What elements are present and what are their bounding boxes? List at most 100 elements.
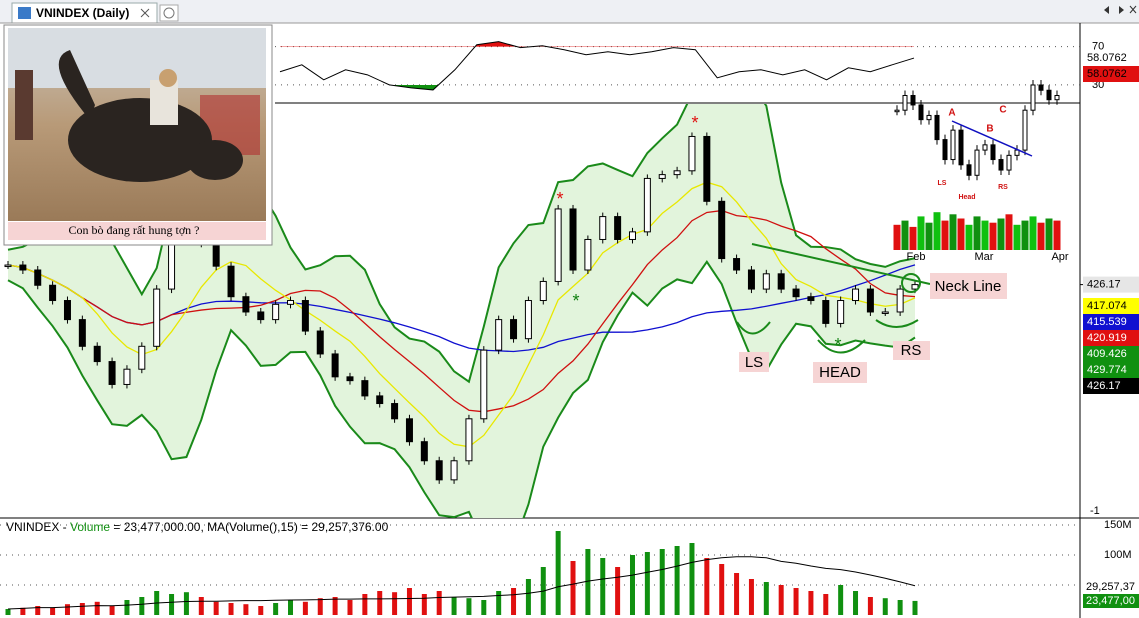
window-close[interactable] [1129,5,1137,14]
volume-bar [644,552,650,615]
candle [614,216,622,240]
ls-label: LS [745,354,763,371]
markers: * * * * [556,113,841,355]
y-tick-label: 70 [1092,41,1104,53]
candle [78,319,86,347]
candle [480,349,488,420]
candle [792,288,800,298]
candle [49,284,57,302]
candle [911,284,919,290]
candle [138,345,146,370]
label-box [893,341,930,360]
neck-line [751,243,931,285]
volume-bar [35,606,41,615]
inset-volume [909,226,917,250]
star-marker: * [556,189,563,209]
inset-candle [950,129,956,161]
volume-bar [243,604,249,615]
inset-volume [901,220,909,250]
candle [361,380,369,397]
candle [703,135,711,202]
candle [212,242,220,267]
volume-bar [748,579,754,615]
inset-volume [965,224,973,250]
volume-bar [778,585,784,615]
inset-volume [1045,218,1053,250]
oscillator-value-box [1083,50,1139,66]
indicator-value-box [1083,362,1139,378]
inset-volume [1029,216,1037,250]
inset-candle [1038,84,1044,91]
new-tab[interactable] [159,4,179,22]
volume-bar [198,597,204,615]
volume-bar [555,531,561,615]
inset-candle [998,159,1004,171]
volume-bar [838,585,844,615]
indicator-value: 420.919 [1087,332,1127,344]
volume-value-box [1083,580,1139,594]
volume-bar [897,600,903,615]
candle [242,296,250,313]
volume-bar [317,598,323,615]
oscillator-value: 58.0762 [1087,52,1127,64]
candle [539,280,547,302]
volume-bar [600,558,606,615]
candle [762,273,770,290]
oversold-fill [390,85,439,90]
candle [19,264,27,271]
indicator-value: 426.17 [1087,380,1121,392]
star-marker: * [572,291,579,311]
candle [718,200,726,260]
candle [123,368,131,385]
inset-candle [966,164,972,176]
volume-bar [64,604,70,615]
inset-candle [1054,95,1060,101]
candle [450,460,458,481]
inset-candle [894,109,900,113]
inset-candle [1022,109,1028,151]
volume-layer: 150M 100M 29,257,37 23,477,00 [0,519,1139,615]
indicator-value-box [1083,314,1139,330]
label-box [930,273,1007,299]
photo: Con bò đang rất hung tợn ? [3,24,273,246]
bollinger-upper [7,104,916,384]
candle [316,330,324,355]
indicator-value: 429.774 [1087,364,1127,376]
candle [688,135,696,172]
tab-title: VNINDEX (Daily) [36,6,129,20]
volume-bar [20,607,26,615]
inset-month: Mar [975,251,994,263]
inset-label: LS [938,180,947,187]
candle [331,353,339,378]
candle [376,395,384,405]
candle [4,264,12,268]
volume-bar [496,591,502,615]
volume-bar [5,609,11,615]
candle [524,300,532,340]
inset-volume [997,218,1005,250]
inset-label: A [948,108,955,119]
volume-ma [7,556,916,610]
volume-bar [615,567,621,615]
candle [272,303,280,321]
volume-bar [525,579,531,615]
volume-bar [659,549,665,615]
indicator-value: 417.074 [1087,300,1127,312]
tab-close[interactable] [140,8,150,18]
candle [881,311,889,314]
candle [852,288,860,302]
volume-bar [882,598,888,615]
volume-bar [511,588,517,615]
volume-bar [585,549,591,615]
volume-bar [629,555,635,615]
volume-bar [169,594,175,615]
volume-bar [392,592,398,615]
candle [93,345,101,363]
volume-bar [466,598,472,615]
inset-candle [982,144,988,151]
candle [896,288,904,313]
candle [405,418,413,443]
candle [807,296,815,302]
inset-volume [981,220,989,250]
tab-scroll[interactable] [1104,6,1124,14]
